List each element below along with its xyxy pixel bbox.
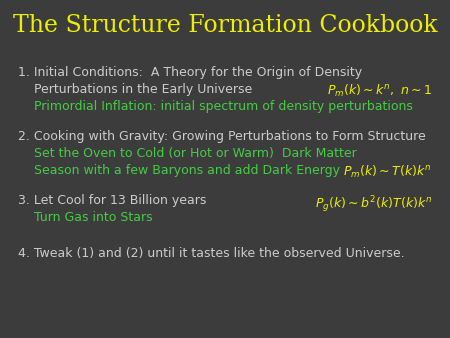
Text: Primordial Inflation: initial spectrum of density perturbations: Primordial Inflation: initial spectrum o… [18,100,413,113]
Text: Turn Gas into Stars: Turn Gas into Stars [18,211,153,224]
Text: 2. Cooking with Gravity: Growing Perturbations to Form Structure: 2. Cooking with Gravity: Growing Perturb… [18,130,426,143]
Text: Perturbations in the Early Universe: Perturbations in the Early Universe [18,83,252,96]
Text: $P_g(k)\sim b^2(k)T(k)k^n$: $P_g(k)\sim b^2(k)T(k)k^n$ [315,194,432,215]
Text: The Structure Formation Cookbook: The Structure Formation Cookbook [13,14,437,37]
Text: $P_m(k)\sim k^n,\ n\sim 1$: $P_m(k)\sim k^n,\ n\sim 1$ [327,83,432,99]
Text: Set the Oven to Cold (or Hot or Warm)  Dark Matter: Set the Oven to Cold (or Hot or Warm) Da… [18,147,357,160]
Text: 4. Tweak (1) and (2) until it tastes like the observed Universe.: 4. Tweak (1) and (2) until it tastes lik… [18,247,405,260]
Text: 1. Initial Conditions:  A Theory for the Origin of Density: 1. Initial Conditions: A Theory for the … [18,66,362,79]
Text: $P_m(k)\sim T(k)k^n$: $P_m(k)\sim T(k)k^n$ [343,164,432,180]
Text: Season with a few Baryons and add Dark Energy: Season with a few Baryons and add Dark E… [18,164,340,177]
Text: 3. Let Cool for 13 Billion years: 3. Let Cool for 13 Billion years [18,194,207,207]
